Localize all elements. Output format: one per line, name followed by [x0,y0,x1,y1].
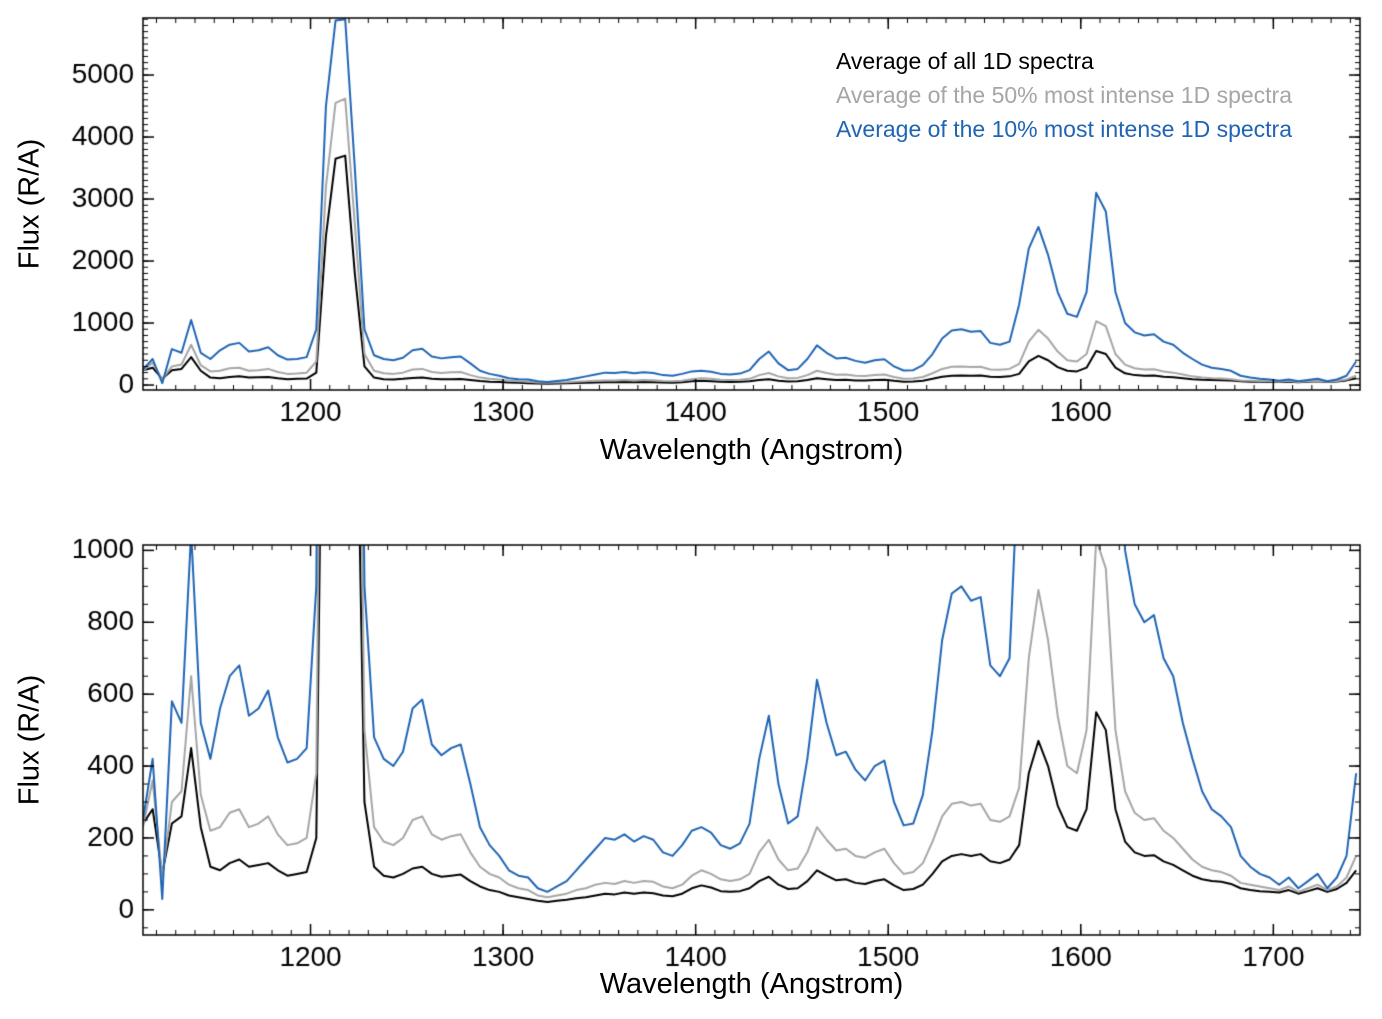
legend-entry-all-spectra: Average of all 1D spectra [836,48,1094,74]
legend-entry-10pct-spectra: Average of the 10% most intense 1D spect… [836,116,1293,142]
x-axis-label-top: Wavelength (Angstrom) [599,434,904,466]
x-axis-label-bottom: Wavelength (Angstrom) [599,968,904,1000]
y-axis-label-bottom: Flux (R/A) [13,674,46,806]
spectrum-plot-top [0,0,1382,480]
legend-entry-50pct-spectra: Average of the 50% most intense 1D spect… [836,82,1293,108]
spectrum-plot-bottom [0,500,1382,1019]
y-axis-label-top: Flux (R/A) [13,138,46,270]
legend: Average of all 1D spectra Average of the… [836,44,1292,146]
